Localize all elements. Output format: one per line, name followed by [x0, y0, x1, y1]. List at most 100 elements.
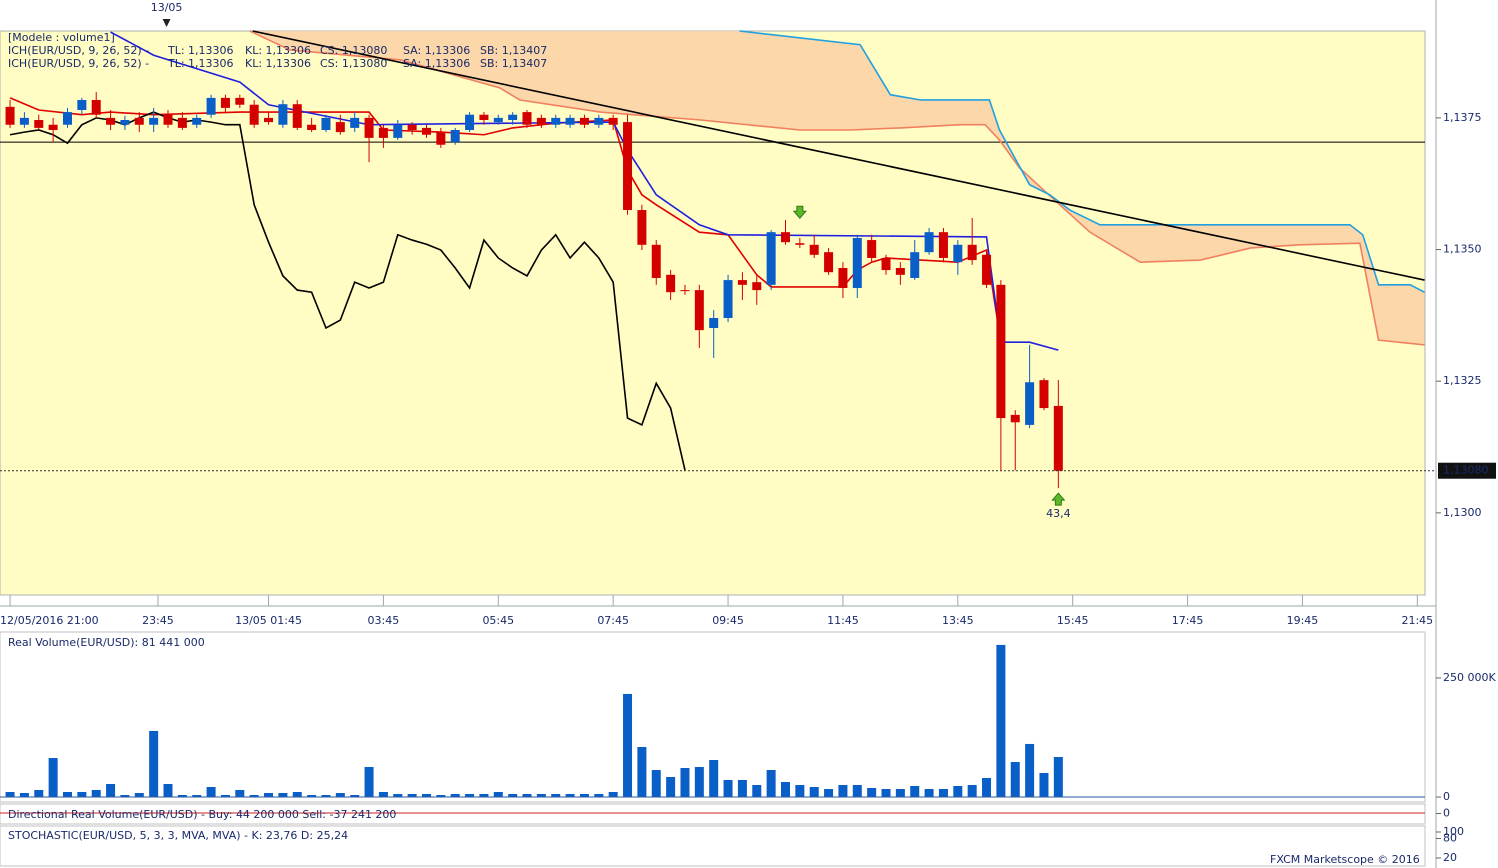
day-marker-label: 13/05	[151, 1, 183, 14]
last-price-box	[1438, 462, 1496, 479]
candle-body	[5, 106, 15, 125]
volume-bar	[34, 790, 44, 797]
x-tick-label: 12/05/2016 21:00	[0, 614, 99, 627]
candle-body	[838, 267, 848, 288]
volume-bar	[149, 730, 159, 797]
panel-title: Real Volume(EUR/USD): 81 441 000	[8, 636, 205, 649]
legend-entry: CS: 1,13080	[320, 57, 387, 70]
volume-bar	[809, 787, 819, 797]
volume-bar	[393, 794, 403, 797]
volume-bar	[479, 794, 489, 797]
candle-body	[235, 97, 245, 105]
volume-bar	[967, 785, 977, 797]
volume-bar	[106, 784, 116, 797]
volume-bar	[177, 795, 187, 797]
panel-title: STOCHASTIC(EUR/USD, 5, 3, 3, MVA, MVA) -…	[8, 829, 348, 842]
volume-bar	[637, 747, 647, 797]
candle-body	[134, 117, 144, 125]
y-tick-label: 1,1300	[1443, 506, 1482, 519]
x-tick-label: 19:45	[1287, 614, 1319, 627]
volume-bar	[867, 788, 877, 797]
volume-bar	[881, 789, 891, 797]
candle-body	[321, 117, 331, 131]
legend-entry: KL: 1,13306	[245, 57, 311, 70]
footer: FXCM Marketscope © 2016	[1270, 853, 1420, 866]
signal-arrow	[792, 205, 807, 219]
candle-body	[91, 99, 101, 115]
x-tick-label: 17:45	[1172, 614, 1204, 627]
volume-bar	[752, 785, 762, 797]
x-tick-label: 13:45	[942, 614, 974, 627]
x-tick-label: 23:45	[142, 614, 174, 627]
volume-bar	[522, 794, 532, 797]
candle-body	[651, 244, 661, 278]
candle-body	[1039, 380, 1049, 409]
volume-bar	[709, 760, 719, 797]
volume-bar	[321, 795, 331, 797]
candle-body	[565, 117, 575, 125]
candle-body	[77, 99, 87, 110]
x-tick-label: 03:45	[368, 614, 400, 627]
volume-bar	[608, 792, 618, 797]
volume-bar	[938, 789, 948, 797]
candle-body	[378, 127, 388, 138]
volume-bar	[551, 794, 561, 797]
y-tick-label: 100	[1443, 825, 1464, 838]
candle-body	[393, 124, 403, 138]
volume-bar	[278, 793, 288, 797]
candle-body	[465, 114, 475, 131]
candle-body	[895, 267, 905, 275]
volume-bar	[780, 782, 790, 797]
volume-bar	[1025, 743, 1035, 797]
volume-bar	[594, 794, 604, 797]
volume-bar	[450, 794, 460, 797]
volume-bar	[910, 786, 920, 797]
x-tick-label: 09:45	[712, 614, 744, 627]
volume-bar	[134, 793, 144, 797]
x-tick-label: 07:45	[597, 614, 629, 627]
legend-entry: SA: 1,13306	[403, 57, 470, 70]
volume-bar	[579, 794, 589, 797]
candle-body	[436, 132, 446, 145]
last-price-label: 1,13080	[1443, 464, 1489, 477]
candle-body	[824, 252, 834, 273]
candle-body	[450, 130, 460, 143]
y-tick-label: 250 000K	[1443, 671, 1496, 684]
volume-bar	[953, 786, 963, 797]
candle-body	[177, 117, 187, 128]
volume-bar	[235, 790, 245, 797]
candle-body	[1025, 382, 1035, 425]
candle-body	[795, 243, 805, 245]
candle-body	[666, 274, 676, 293]
candle-body	[852, 237, 862, 288]
volume-bar	[1010, 762, 1020, 797]
legend-entry: CS: 1,13080	[320, 44, 387, 57]
candle-body	[335, 122, 345, 133]
candle-body	[737, 280, 747, 285]
candle-body	[709, 318, 719, 329]
volume-bar	[307, 795, 317, 797]
candle-body	[752, 282, 762, 291]
x-tick-label: 21:45	[1401, 614, 1433, 627]
volume-bar	[982, 778, 992, 797]
y-tick-label: 1,1375	[1443, 111, 1482, 124]
candle-body	[982, 254, 992, 285]
volume-bar	[1053, 757, 1063, 797]
volume-bar	[378, 792, 388, 797]
candle-body	[637, 210, 647, 245]
volume-bar	[249, 795, 259, 797]
legend-entry: SA: 1,13306	[403, 44, 470, 57]
candle-body	[536, 117, 546, 125]
x-tick-label: 13/05 01:45	[235, 614, 302, 627]
model-header: [Modele : volume1]	[8, 31, 115, 44]
x-tick-label: 05:45	[482, 614, 514, 627]
volume-bar	[192, 795, 202, 797]
candle-body	[479, 114, 489, 120]
candle-body	[881, 257, 891, 271]
candle-body	[938, 232, 948, 258]
candle-body	[34, 119, 44, 128]
candle-body	[522, 112, 532, 125]
candle-body	[623, 122, 633, 211]
volume-bar	[795, 785, 805, 797]
volume-bar	[694, 767, 704, 797]
